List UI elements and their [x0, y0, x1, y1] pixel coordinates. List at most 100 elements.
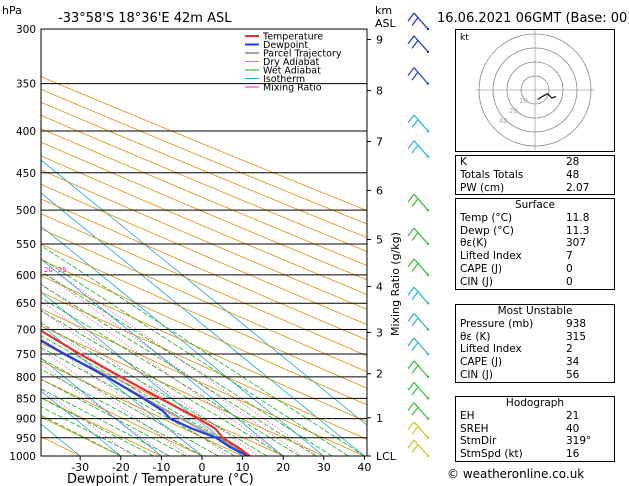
wind-barb-flag — [407, 140, 415, 150]
wind-barb-base — [426, 352, 430, 356]
temperature-line — [41, 329, 251, 456]
wet-adiabat — [41, 335, 251, 456]
row-value: 2.07 — [566, 181, 590, 194]
dry-adiabat — [41, 325, 324, 456]
altitude-tick-label: 4 — [376, 280, 383, 293]
table-row: PW (cm) 2.07 — [456, 182, 614, 195]
wind-barb-flag — [407, 382, 415, 391]
wind-barb-flag — [411, 425, 419, 435]
table-row: CIN (J) 0 — [456, 276, 614, 289]
wind-barb — [413, 337, 429, 355]
table-section-title: Most Unstable — [497, 305, 573, 317]
row-label: Lifted Index — [460, 343, 522, 356]
table-row: Lifted Index 7 — [456, 250, 614, 263]
pressure-tick-label: 950 — [16, 433, 36, 445]
altitude-tick-label: 6 — [376, 184, 383, 197]
row-label: CAPE (J) — [460, 356, 503, 369]
dry-adiabat — [41, 360, 243, 456]
row-value: 938 — [566, 317, 587, 330]
wind-barb-base — [426, 302, 430, 305]
hodograph-unit-label: kt — [460, 33, 469, 43]
row-value: 34 — [566, 356, 580, 369]
table-row: CAPE (J) 34 — [456, 356, 614, 369]
wind-barb — [413, 286, 429, 304]
row-value: 7 — [566, 250, 573, 263]
mixing-ratio-label: 10 — [2, 266, 11, 274]
hpa-label: hPa — [2, 4, 22, 17]
legend-label: Dry Adiabat — [263, 57, 320, 68]
altitude-tick-label: 8 — [376, 85, 383, 98]
wind-barb — [413, 193, 429, 211]
table-row: StmSpd (kt) 16 — [456, 448, 614, 461]
row-value: 0 — [566, 275, 573, 288]
most-unstable-table: Most Unstable Pressure (mb) 938 θε (K) 315 Li… — [455, 304, 615, 383]
row-value: 0 — [566, 262, 573, 275]
wind-barb-flag — [411, 232, 419, 241]
wind-barb-base — [426, 82, 430, 85]
row-value: 48 — [566, 168, 580, 181]
row-value: 16 — [566, 448, 580, 461]
temp-tick-label: 40 — [357, 461, 371, 474]
table-section-title: Hodograph — [505, 397, 565, 409]
mixing-ratio-label: 20 — [44, 266, 53, 274]
wind-barb — [413, 360, 429, 378]
datetime-title: 16.06.2021 06GMT (Base: 00) — [437, 11, 629, 26]
isotherm-line — [41, 192, 365, 456]
location-title: -33°58'S 18°36'E 42m ASL — [58, 11, 232, 26]
row-label: Dewp (°C) — [460, 224, 514, 237]
row-value: 28 — [566, 156, 580, 168]
altitude-tick-label: 1 — [376, 412, 383, 425]
wet-adiabat — [41, 271, 333, 456]
temp-tick-label: -10 — [152, 461, 170, 474]
altitude-tick-label: LCL — [376, 450, 397, 463]
row-value: 40 — [566, 422, 580, 435]
pressure-tick-label: 1000 — [9, 451, 36, 463]
table-row: CIN (J) 56 — [456, 369, 614, 382]
mixing-ratio-line — [59, 274, 318, 456]
hodograph-ring-label: 40 — [499, 117, 508, 125]
wind-barb — [413, 402, 429, 420]
parcel-trajectory-line — [41, 339, 251, 456]
legend-label: Isotherm — [263, 74, 305, 85]
wind-barb-flag — [411, 365, 419, 374]
altitude-tick-label: 5 — [376, 233, 383, 246]
wind-barb-base — [426, 50, 430, 54]
wind-barb-flag — [411, 317, 419, 327]
wind-barb-base — [426, 155, 430, 158]
wind-barb-flag — [407, 439, 415, 449]
temp-tick-label: 0 — [199, 461, 206, 474]
wind-barb-flag — [411, 17, 419, 26]
row-label: Temp (°C) — [460, 211, 513, 224]
wind-barb-flag — [411, 406, 419, 416]
dry-adiabat — [41, 101, 367, 239]
isotherm-line — [41, 291, 243, 456]
legend-label: Temperature — [262, 32, 323, 43]
table-row: Dewp (°C) 11.3 — [456, 225, 614, 238]
row-label: StmDir — [460, 435, 497, 448]
row-label: PW (cm) — [460, 181, 505, 194]
temp-tick-label: 10 — [236, 461, 250, 474]
pressure-tick-label: 900 — [16, 414, 36, 426]
table-row: SREH 40 — [456, 423, 614, 436]
wind-barb-flag — [411, 342, 419, 351]
wind-barb — [413, 114, 429, 132]
wind-barb-flag — [407, 313, 415, 322]
asl-label: ASL — [375, 17, 397, 30]
wind-barb-flag — [407, 114, 415, 124]
legend-label: Parcel Trajectory — [263, 49, 342, 60]
isotherm-line — [41, 357, 162, 456]
wind-barb — [413, 140, 429, 158]
altitude-tick-label: 3 — [376, 327, 383, 340]
temp-tick-label: -30 — [71, 461, 89, 474]
wet-adiabat — [41, 378, 186, 456]
pressure-tick-label: 450 — [16, 168, 36, 180]
table-section-title: Surface — [514, 199, 555, 211]
wind-barb-base — [426, 242, 430, 246]
dewpoint-line — [41, 339, 249, 456]
wind-barb-flag — [407, 286, 415, 296]
hodograph-ring-label: 20 — [509, 107, 518, 115]
isotherm-line — [41, 324, 203, 456]
pressure-tick-label: 700 — [16, 325, 36, 337]
